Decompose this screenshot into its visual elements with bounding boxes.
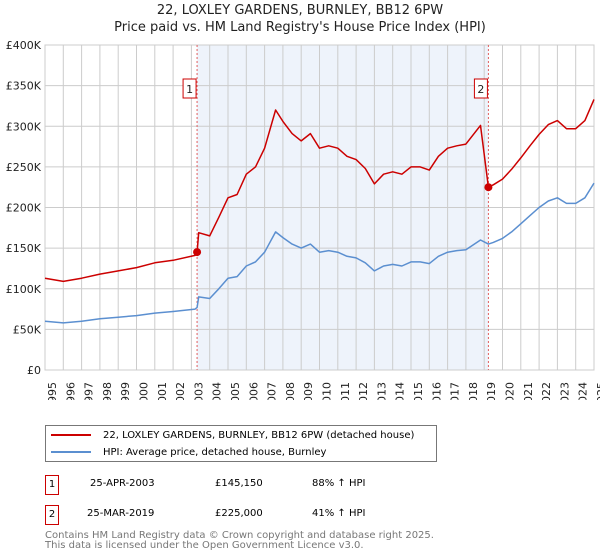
x-tick-label: 2021: [522, 382, 535, 400]
hpi-line: [44, 182, 595, 324]
sale-label-box: [182, 78, 197, 99]
x-tick-label: 2010: [321, 382, 334, 400]
x-tick-label: 1999: [119, 382, 132, 400]
sale-hpi-change: 88% ↑ HPI: [312, 478, 366, 489]
x-tick-label: 2012: [357, 382, 370, 400]
x-tick-label: 2016: [430, 382, 443, 400]
x-tick-label: 2007: [266, 382, 279, 400]
x-tick-label: 2023: [558, 382, 571, 400]
x-tick-label: 2008: [284, 382, 297, 400]
x-tick-label: 2017: [449, 382, 462, 400]
y-tick-label: £350K: [6, 80, 42, 93]
x-tick-label: 2022: [540, 382, 553, 400]
x-tick-label: 2018: [467, 382, 480, 400]
x-tick-label: 2011: [339, 382, 352, 400]
y-tick-label: £150K: [6, 242, 42, 255]
sale-row-1: 1 25-APR-2003 £145,150 88% ↑ HPI: [45, 475, 445, 495]
sale-price: £225,000: [215, 508, 263, 519]
sale-date: 25-APR-2003: [90, 478, 155, 489]
sale-badge: 2: [45, 505, 59, 525]
x-tick-label: 2024: [577, 382, 590, 400]
y-tick-label: £100K: [6, 283, 42, 296]
x-tick-label: 2000: [138, 382, 151, 400]
x-tick-label: 2015: [412, 382, 425, 400]
y-tick-label: £300K: [6, 120, 42, 133]
sale-badge: 1: [45, 475, 59, 495]
plot-border: [44, 44, 595, 371]
chart-subtitle: Price paid vs. HM Land Registry's House …: [114, 20, 486, 35]
legend-item-property: 22, LOXLEY GARDENS, BURNLEY, BB12 6PW (d…: [46, 427, 414, 443]
y-tick-label: £0: [27, 364, 41, 377]
x-tick-label: 1995: [46, 382, 59, 400]
x-tick-label: 2005: [229, 382, 242, 400]
y-tick-label: £250K: [6, 161, 42, 174]
footer-licence: This data is licensed under the Open Gov…: [45, 540, 364, 551]
legend-item-hpi: HPI: Average price, detached house, Burn…: [46, 444, 326, 460]
x-tick-label: 2002: [174, 382, 187, 400]
sale-point: [484, 183, 493, 192]
sale-label: 2: [477, 83, 484, 96]
y-tick-label: £50K: [13, 323, 42, 336]
x-tick-label: 2009: [302, 382, 315, 400]
legend: 22, LOXLEY GARDENS, BURNLEY, BB12 6PW (d…: [45, 425, 437, 462]
x-tick-label: 2004: [211, 382, 224, 400]
x-tick-label: 1997: [83, 382, 96, 400]
y-tick-label: £200K: [6, 202, 42, 215]
x-tick-label: 1996: [64, 382, 77, 400]
x-tick-label: 2006: [247, 382, 260, 400]
footer-copyright: Contains HM Land Registry data © Crown c…: [45, 530, 434, 541]
legend-label-hpi: HPI: Average price, detached house, Burn…: [103, 446, 327, 458]
chart-title: 22, LOXLEY GARDENS, BURNLEY, BB12 6PW: [156, 3, 444, 18]
sale-label: 1: [186, 83, 193, 96]
x-tick-label: 2025: [595, 382, 600, 400]
legend-swatch-hpi: [51, 451, 91, 453]
price-chart: 1995 1996 1997 1998 1999 2000 2001 2002 2003 2004…: [6, 39, 600, 400]
x-tick-label: 2013: [375, 382, 388, 400]
x-tick-label: 2020: [504, 382, 517, 400]
x-tick-label: 1998: [101, 382, 114, 400]
x-tick-label: 2001: [156, 382, 169, 400]
footer: Contains HM Land Registry data © Crown c…: [45, 531, 434, 551]
x-tick-label: 2019: [485, 382, 498, 400]
sale-hpi-change: 41% ↑ HPI: [312, 508, 366, 519]
y-tick-label: £400K: [6, 39, 42, 52]
sale-date: 25-MAR-2019: [87, 508, 155, 519]
x-tick-label: 2003: [192, 382, 205, 400]
sale-row-2: 2 25-MAR-2019 £225,000 41% ↑ HPI: [45, 505, 445, 525]
legend-label-property: 22, LOXLEY GARDENS, BURNLEY, BB12 6PW (d…: [103, 429, 415, 441]
sale-price: £145,150: [215, 478, 263, 489]
legend-swatch-property: [51, 434, 91, 436]
sale-point: [193, 248, 202, 257]
x-tick-label: 2014: [394, 382, 407, 400]
sale-label-box: [473, 78, 488, 99]
